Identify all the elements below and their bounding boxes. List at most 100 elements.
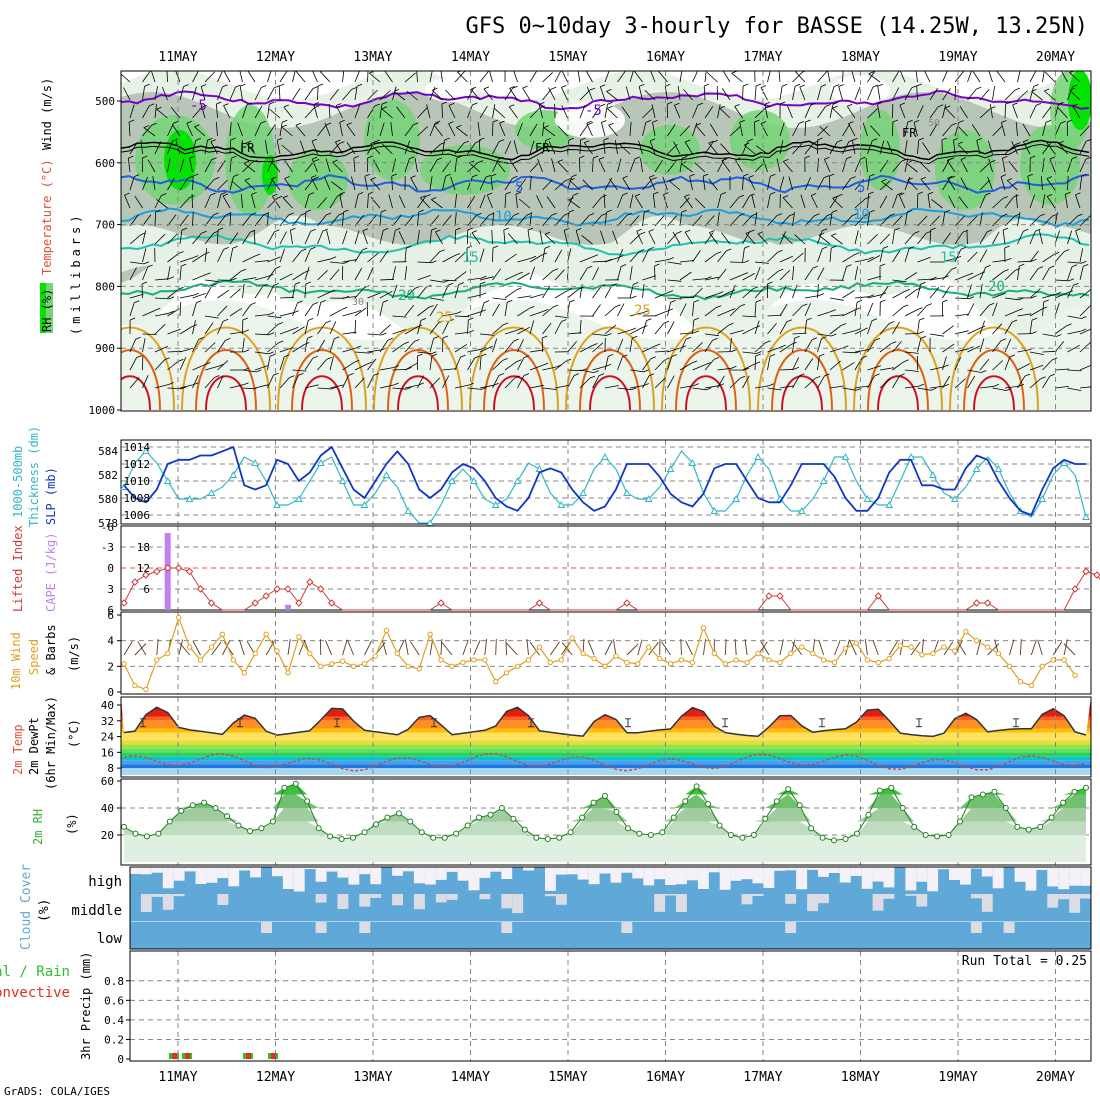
wind-barb (1054, 368, 1070, 371)
wind-barb-flag (872, 138, 878, 142)
wind-barb-10m (238, 639, 245, 656)
wind-barb-flag (300, 212, 307, 216)
wind-barb (342, 89, 353, 101)
wind-barb-10m (872, 639, 879, 656)
contour-35c (397, 375, 439, 411)
wind-barb (192, 364, 206, 371)
wind-barb (829, 141, 838, 155)
wind-barb-flag (821, 336, 827, 339)
wind-barb (721, 88, 731, 101)
cloud-clear (807, 867, 819, 870)
wind-barb-flag (615, 304, 621, 308)
wind-barb (629, 266, 633, 281)
lifted-index-point (284, 585, 292, 593)
wind-barb (854, 215, 865, 227)
wind-barb (292, 344, 305, 353)
wind-speed-point (339, 658, 346, 664)
wind-barb-10m (429, 639, 434, 656)
wind-barb (435, 231, 443, 245)
wind-barb-flag (606, 209, 612, 213)
wind-barb (792, 357, 800, 371)
wind-barb-flag (880, 292, 887, 296)
cloud-cell (785, 894, 797, 922)
wind-barb-flag (243, 367, 250, 371)
wind-barb-flag (325, 320, 331, 324)
wind-barb-flag (382, 299, 389, 303)
wind-barb-flag (414, 339, 420, 342)
wind-barb-flag (420, 318, 427, 321)
wind-barb (734, 106, 743, 119)
wind-barb-flag (181, 227, 188, 231)
wind-barb (1067, 369, 1082, 372)
wind-barb (1049, 158, 1056, 173)
wind-barb (1029, 86, 1034, 101)
wind-barb (508, 106, 518, 119)
wind-barb (269, 108, 281, 119)
day-label-top: 19MAY (938, 50, 977, 65)
wind-barb (945, 107, 956, 119)
wind-barb-flag (143, 261, 150, 265)
rh2m-point (739, 834, 746, 841)
wind-barb (742, 85, 744, 101)
wind-barb (917, 215, 928, 227)
rh2m-point (819, 834, 826, 841)
wind-barb-flag (198, 337, 204, 340)
wind-barb-flag (652, 119, 658, 123)
wind-barb-flag (611, 283, 617, 287)
wind-barb-flag (810, 102, 816, 106)
cloud-cell (424, 894, 437, 922)
wind-barb (142, 71, 151, 83)
thickness-point (229, 470, 238, 478)
wind-barb (929, 229, 932, 245)
wind-barb (1017, 231, 1024, 245)
wind-barb (779, 140, 784, 155)
wind-barb-flag (456, 155, 462, 159)
wind-barb (792, 305, 803, 317)
contour-label-10: 10 (495, 209, 512, 225)
wind-barb (742, 273, 755, 281)
wind-barb (817, 126, 828, 137)
wind-barb (767, 356, 771, 371)
wind-barb-flag (381, 101, 388, 105)
wind-barb (954, 297, 970, 300)
rh2m-point (899, 805, 906, 811)
wind-barb (719, 108, 731, 119)
wind-barb (617, 194, 623, 209)
wind-barb (194, 126, 206, 137)
wind-barb (229, 248, 234, 263)
rh2m-point (292, 780, 299, 787)
wind-barb (854, 230, 859, 245)
wind-barb (542, 179, 553, 191)
wind-barb (1042, 122, 1047, 137)
y-tick-label: 500 (95, 95, 115, 108)
wind-barb (542, 285, 551, 299)
wind-barb-flag (767, 281, 773, 285)
wind-barb (367, 89, 378, 101)
cloud-clear (1058, 867, 1070, 890)
wind-barb (1038, 230, 1043, 245)
wind-barb (1029, 308, 1043, 317)
wind-barb (904, 289, 917, 299)
wind-barb (668, 180, 681, 191)
wind-barb-flag (1006, 257, 1012, 261)
wind-barb (870, 125, 881, 137)
wind-barb-flag (735, 157, 741, 161)
wind-barb (167, 140, 173, 155)
cloud-clear (206, 867, 218, 883)
wind-barb-flag (719, 105, 726, 109)
thickness-point (994, 464, 1003, 472)
wind-barb (867, 255, 881, 263)
wind-barb-flag (353, 155, 359, 159)
wind-barb-flag (474, 355, 480, 359)
cloud-clear (883, 894, 895, 899)
rh-blob-moist (730, 110, 790, 170)
wind-barb-flag (541, 252, 548, 256)
wind-barb (370, 179, 381, 191)
wind-barb (342, 347, 357, 353)
wind-barb (304, 358, 314, 371)
wind-barb-flag (904, 289, 910, 292)
wind-barb-10m (849, 640, 857, 656)
wind-barb (354, 86, 358, 101)
cloud-cell (184, 867, 196, 895)
